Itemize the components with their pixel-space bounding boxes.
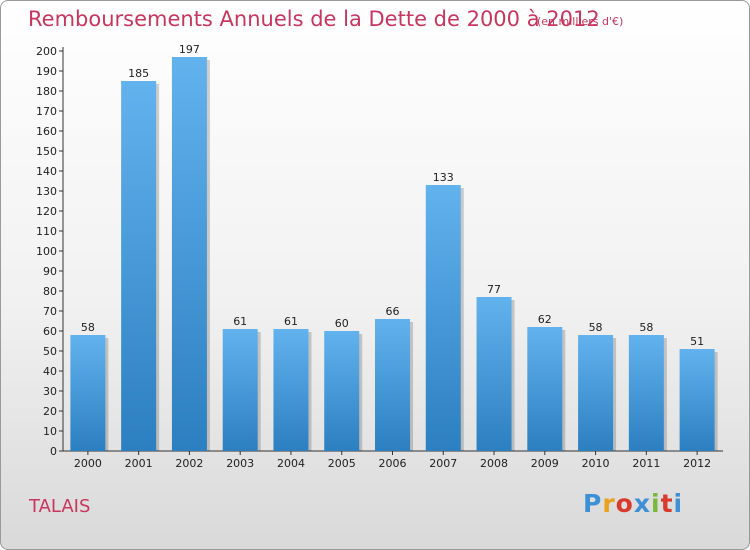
data-label: 185 (128, 67, 149, 80)
x-tick-label: 2009 (531, 457, 559, 470)
x-tick-label: 2005 (328, 457, 356, 470)
x-tick-label: 2004 (277, 457, 305, 470)
bar (578, 335, 614, 451)
y-tick-label: 50 (43, 345, 57, 358)
y-tick-label: 150 (36, 145, 57, 158)
x-tick-label: 2001 (125, 457, 153, 470)
x-tick-label: 2008 (480, 457, 508, 470)
logo-letter: P (583, 489, 603, 518)
labels: 58 2000 185 2001 197 2002 61 2003 61 2004 60 2005 66… (74, 43, 711, 470)
x-tick-label: 2011 (632, 457, 660, 470)
y-tick-label: 130 (36, 185, 57, 198)
y-tick-label: 110 (36, 225, 57, 238)
data-label: 77 (487, 283, 501, 296)
bar (121, 81, 157, 451)
bar (375, 319, 410, 451)
x-tick-label: 2000 (74, 457, 102, 470)
y-tick-label: 70 (43, 305, 57, 318)
bar (222, 329, 258, 451)
logo-letter: r (602, 489, 616, 518)
y-tick-label: 200 (36, 45, 57, 58)
data-label: 51 (690, 335, 704, 348)
bars (70, 57, 718, 451)
x-tick-label: 2002 (175, 457, 203, 470)
data-label: 58 (81, 321, 95, 334)
data-label: 197 (179, 43, 200, 56)
y-tick-label: 160 (36, 125, 57, 138)
logo-letter: i (673, 489, 684, 518)
y-tick-label: 190 (36, 65, 57, 78)
data-label: 58 (589, 321, 603, 334)
bar (679, 349, 715, 451)
bar (324, 331, 360, 451)
bar (273, 329, 309, 451)
y-tick-label: 90 (43, 265, 57, 278)
data-label: 61 (233, 315, 247, 328)
x-tick-label: 2007 (429, 457, 457, 470)
x-tick-label: 2010 (582, 457, 610, 470)
y-tick-label: 100 (36, 245, 57, 258)
data-label: 62 (538, 313, 552, 326)
y-tick-label: 30 (43, 385, 57, 398)
data-label: 60 (335, 317, 349, 330)
data-label: 66 (386, 305, 400, 318)
y-tick-label: 180 (36, 85, 57, 98)
bar (628, 335, 664, 451)
x-tick-label: 2012 (683, 457, 711, 470)
data-label: 61 (284, 315, 298, 328)
logo-letter: x (633, 489, 651, 518)
chart-title: Remboursements Annuels de la Dette de 20… (28, 7, 600, 31)
data-label: 133 (433, 171, 454, 184)
bar (425, 185, 461, 451)
y-tick-label: 20 (43, 405, 57, 418)
x-tick-label: 2006 (379, 457, 407, 470)
y-tick-label: 40 (43, 365, 57, 378)
axes: 0 10 20 30 40 50 60 70 80 90 100 110 120 130 140 150 160… (36, 45, 723, 458)
bar (171, 57, 207, 451)
logo-letter: t (660, 489, 674, 518)
logo-letter: o (615, 489, 634, 518)
y-tick-label: 0 (50, 445, 57, 458)
y-tick-label: 140 (36, 165, 57, 178)
bar (527, 327, 563, 451)
data-label: 58 (639, 321, 653, 334)
chart-subtitle: (en milliers d'€) (537, 15, 624, 28)
y-tick-label: 60 (43, 325, 57, 338)
commune-name: TALAIS (29, 496, 91, 517)
y-tick-label: 10 (43, 425, 57, 438)
y-tick-label: 170 (36, 105, 57, 118)
y-tick-label: 80 (43, 285, 57, 298)
proxiti-logo: Proxiti (583, 489, 683, 518)
x-tick-label: 2003 (226, 457, 254, 470)
bar (70, 335, 106, 451)
y-tick-label: 120 (36, 205, 57, 218)
bar (476, 297, 512, 451)
logo-letter: i (651, 489, 661, 518)
